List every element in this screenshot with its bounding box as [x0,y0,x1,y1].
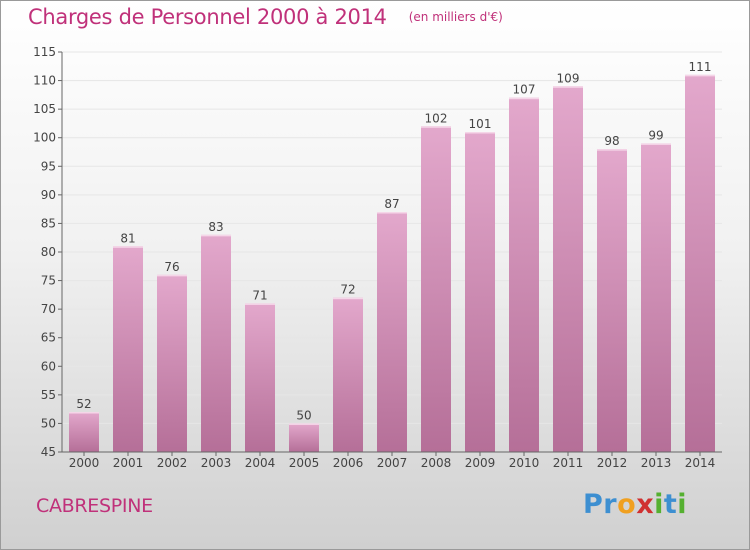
x-tick-label: 2011 [553,456,584,470]
bar-highlight [201,234,231,237]
y-tick-label: 100 [33,131,56,145]
y-tick-label: 75 [41,274,56,288]
bar [69,412,99,452]
data-label: 102 [425,111,448,125]
y-tick-label: 70 [41,302,56,316]
y-tick-label: 60 [41,359,56,373]
x-tick-label: 2001 [113,456,144,470]
bar-highlight [333,297,363,300]
x-tick-label: 2000 [69,456,100,470]
data-label: 109 [557,71,580,85]
bar-layer: 52 81 76 83 71 50 72 87 102 101 107 109 98 99 111 [69,60,715,453]
x-tick-label: 2006 [333,456,364,470]
title-row: Charges de Personnel 2000 à 2014 (en mill… [28,5,503,29]
data-label: 101 [469,117,492,131]
x-tick-label: 2003 [201,456,232,470]
data-label: 52 [76,397,91,411]
data-label: 98 [604,134,619,148]
chart-title: Charges de Personnel 2000 à 2014 [28,5,387,29]
x-tick-label: 2007 [377,456,408,470]
data-label: 50 [296,408,311,422]
data-label: 83 [208,220,223,234]
bar-highlight [465,132,495,134]
data-label: 107 [513,83,536,97]
y-tick-label: 65 [41,331,56,345]
x-tick-label: 2009 [465,456,496,470]
bar [641,143,671,452]
bar-highlight [245,303,275,305]
data-label: 87 [384,197,399,211]
data-label: 76 [164,260,179,274]
logo-letter: x [636,489,655,520]
bar [201,234,231,452]
bar-highlight [289,423,319,425]
x-tick-label: 2008 [421,456,452,470]
logo-letter: i [677,489,688,520]
data-label: 99 [648,128,663,142]
bar-highlight [113,246,143,248]
logo-letter: P [583,489,604,520]
y-tick-label: 45 [41,445,56,459]
bar-highlight [509,97,539,100]
y-tick-label: 55 [41,388,56,402]
data-label: 111 [689,60,712,74]
bar-highlight [685,74,715,77]
bar-highlight [597,149,627,151]
chart-subtitle: (en milliers d'€) [408,10,503,24]
bar-highlight [421,126,451,128]
commune-name: CABRESPINE [36,495,153,517]
bar [685,74,715,452]
logo-letter: r [603,489,618,520]
axis-layer: 45 50 55 60 65 70 75 80 85 90 95 100 105 110 115 2000 20… [33,45,722,470]
y-tick-label: 105 [33,102,56,116]
bar [157,274,187,452]
logo-letter: t [663,489,678,520]
logo-letter: o [617,489,637,520]
bar [113,246,143,452]
bar-highlight [69,412,99,414]
bar-highlight [641,143,671,145]
y-tick-label: 115 [33,45,56,59]
x-tick-label: 2012 [597,456,628,470]
y-tick-label: 50 [41,416,56,430]
bar [377,212,407,452]
logo-letter: i [654,489,664,520]
bar [245,303,275,452]
bar-highlight [377,212,407,214]
bar [597,149,627,452]
data-label: 71 [252,288,267,302]
x-tick-label: 2010 [509,456,540,470]
data-label: 81 [120,231,135,245]
bar [553,86,583,453]
bar [289,423,319,452]
x-tick-label: 2013 [641,456,672,470]
y-tick-label: 95 [41,159,56,173]
bar [421,126,451,453]
x-tick-label: 2004 [245,456,276,470]
x-tick-label: 2002 [157,456,188,470]
proxiti-logo[interactable]: Proxiti [583,489,687,520]
x-tick-label: 2014 [685,456,716,470]
bar [465,132,495,452]
y-tick-label: 110 [33,74,56,88]
x-tick-label: 2005 [289,456,320,470]
y-tick-label: 90 [41,188,56,202]
y-tick-label: 85 [41,216,56,230]
bar [333,297,363,452]
y-tick-label: 80 [41,245,56,259]
bar [509,97,539,452]
data-label: 72 [340,283,355,297]
bar-highlight [553,86,583,88]
bar-highlight [157,274,187,277]
